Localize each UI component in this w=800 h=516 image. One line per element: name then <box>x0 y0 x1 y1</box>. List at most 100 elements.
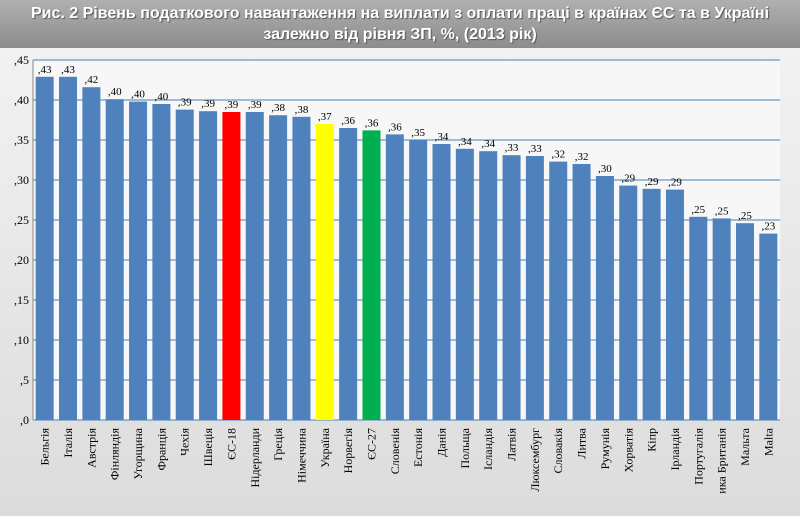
bar <box>759 233 778 420</box>
bar <box>712 218 731 420</box>
bar <box>479 151 498 420</box>
value-label: ,39 <box>201 98 215 110</box>
x-tick-label: Словакія <box>551 428 565 474</box>
bar <box>292 116 311 421</box>
value-label: ,40 <box>131 89 145 101</box>
y-tick-label: ,20 <box>14 253 29 267</box>
x-tick-label: Фінляндія <box>108 428 122 481</box>
value-label: ,29 <box>621 173 635 185</box>
value-label: ,32 <box>551 149 565 161</box>
x-tick-label: ика Британія <box>715 428 729 494</box>
x-tick-label: Словенія <box>388 428 402 475</box>
value-label: ,25 <box>715 205 729 217</box>
value-label: ,39 <box>178 97 192 109</box>
x-tick-label: Malta <box>761 427 775 456</box>
bar <box>245 112 264 420</box>
bar <box>129 101 148 420</box>
value-label: ,43 <box>38 64 52 76</box>
bar <box>222 112 241 420</box>
x-tick-label: Ісландія <box>481 428 495 470</box>
value-label: ,39 <box>225 99 239 111</box>
value-label: ,38 <box>271 102 285 114</box>
value-label: ,39 <box>248 99 262 111</box>
value-label: ,29 <box>668 177 682 189</box>
x-tick-label: Україна <box>318 427 332 467</box>
bar <box>82 87 101 420</box>
x-tick-label: Угорщина <box>131 427 145 479</box>
bar <box>572 164 591 420</box>
bar <box>642 188 661 420</box>
bar <box>735 223 754 420</box>
x-tick-label: Греція <box>271 428 285 461</box>
x-tick-label: Швеція <box>201 428 215 467</box>
value-label: ,37 <box>318 111 332 123</box>
y-tick-label: ,10 <box>14 333 29 347</box>
bar <box>59 76 78 421</box>
x-tick-label: Кіпр <box>645 428 659 452</box>
y-tick-label: ,5 <box>20 373 29 387</box>
x-tick-label: Ірландія <box>668 428 682 471</box>
x-tick-label: Мальта <box>738 427 752 465</box>
value-label: ,42 <box>84 74 98 86</box>
bar <box>339 128 358 420</box>
bar <box>549 161 568 420</box>
x-tick-label: Естонія <box>411 428 425 467</box>
value-label: ,36 <box>341 115 355 127</box>
bar <box>432 144 451 420</box>
value-label: ,30 <box>598 163 612 175</box>
y-tick-label: ,25 <box>14 213 29 227</box>
x-tick-label: Німеччина <box>294 427 308 483</box>
x-tick-label: ЄС-18 <box>224 428 238 460</box>
bar <box>175 109 194 420</box>
x-tick-label: Люксембург <box>528 428 542 492</box>
x-tick-label: Бельгія <box>38 428 52 466</box>
y-tick-label: ,15 <box>14 293 29 307</box>
x-tick-label: Португалія <box>691 428 705 485</box>
bar <box>619 185 638 420</box>
bar <box>665 189 684 420</box>
bar <box>152 104 171 420</box>
y-tick-label: ,35 <box>14 133 29 147</box>
y-tick-label: ,30 <box>14 173 29 187</box>
x-tick-label: Румунія <box>598 428 612 470</box>
bar <box>455 148 474 421</box>
value-label: ,25 <box>691 204 705 216</box>
bar <box>409 140 428 420</box>
x-tick-label: Франція <box>154 428 168 471</box>
bar <box>105 99 124 420</box>
value-label: ,34 <box>458 136 472 148</box>
bar <box>199 111 218 420</box>
bar <box>35 76 54 421</box>
x-tick-label: Польща <box>458 427 472 468</box>
x-tick-label: Італія <box>61 428 75 458</box>
y-tick-label: ,0 <box>20 413 29 427</box>
y-tick-label: ,40 <box>14 93 29 107</box>
value-label: ,32 <box>575 151 589 163</box>
value-label: ,43 <box>61 64 75 76</box>
value-label: ,40 <box>108 86 122 98</box>
value-label: ,25 <box>738 210 752 222</box>
value-label: ,40 <box>155 91 169 103</box>
x-tick-label: Австрія <box>84 428 98 468</box>
bar <box>595 176 614 420</box>
bar <box>269 115 288 420</box>
value-label: ,29 <box>645 176 659 188</box>
chart-title: Рис. 2 Рівень податкового навантаження н… <box>0 0 800 48</box>
bar <box>385 134 404 420</box>
bar <box>315 124 334 420</box>
bar <box>502 155 521 420</box>
value-label: ,36 <box>365 117 379 129</box>
x-tick-label: Хорватія <box>621 428 635 473</box>
value-label: ,34 <box>481 138 495 150</box>
bar <box>362 130 381 420</box>
value-label: ,35 <box>411 127 425 139</box>
value-label: ,34 <box>435 131 449 143</box>
x-tick-label: Норвегія <box>341 428 355 474</box>
x-tick-label: ЄС-27 <box>364 428 378 460</box>
bar <box>689 216 708 420</box>
x-tick-label: Латвія <box>505 428 519 461</box>
y-tick-label: ,45 <box>14 53 29 67</box>
value-label: ,38 <box>295 104 309 116</box>
